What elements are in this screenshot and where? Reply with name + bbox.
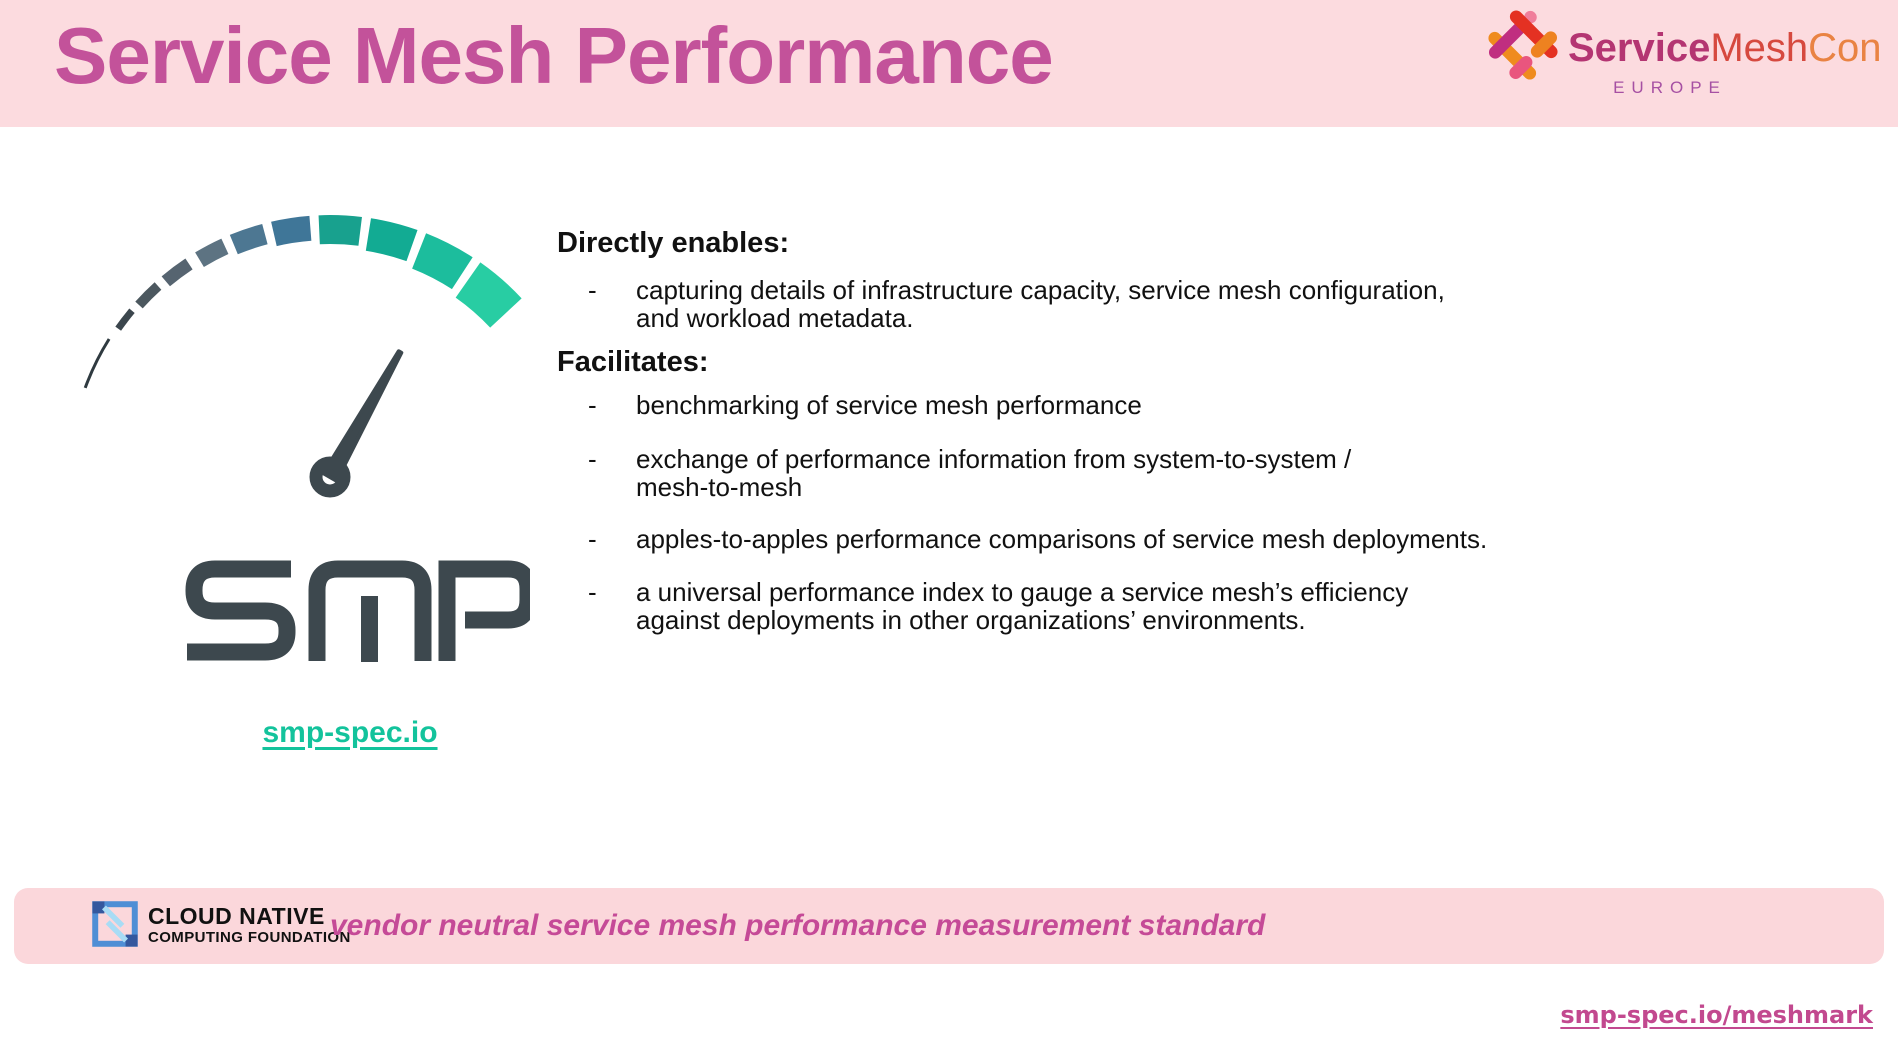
- bullet-line: and workload metadata.: [636, 303, 914, 333]
- cncf-line2: COMPUTING FOUNDATION: [148, 929, 351, 946]
- header-band: Service Mesh Performance ServiceMeshCon …: [0, 0, 1898, 127]
- bullet-item: - apples-to-apples performance compariso…: [557, 525, 1877, 553]
- speedometer-gauge-icon: [83, 215, 522, 498]
- gauge-hub: [309, 456, 351, 498]
- bullet-line: mesh-to-mesh: [636, 472, 803, 502]
- gauge-needle: [321, 349, 404, 483]
- bullet-line: exchange of performance information from…: [636, 444, 1352, 474]
- brand-region-label: EUROPE: [1613, 78, 1727, 97]
- bullet-item: - a universal performance index to gauge…: [557, 578, 1877, 634]
- bullet-line: against deployments in other organizatio…: [636, 605, 1306, 635]
- cncf-logo-icon: [92, 901, 138, 947]
- bullet-item: - capturing details of infrastructure ca…: [557, 276, 1877, 332]
- cncf-wordmark: CLOUD NATIVE COMPUTING FOUNDATION: [148, 903, 351, 947]
- meshmark-link[interactable]: smp-spec.io/meshmark: [1560, 1001, 1873, 1029]
- bullet-item: - benchmarking of service mesh performan…: [557, 391, 1877, 419]
- servicemeshcon-logo-icon: [1488, 10, 1558, 80]
- brand-service: Service: [1568, 26, 1711, 70]
- bullet-line: a universal performance index to gauge a…: [636, 577, 1409, 607]
- smp-logo: [185, 560, 530, 662]
- bullet-marker: -: [588, 275, 597, 305]
- bullet-marker: -: [588, 524, 597, 554]
- section-heading: Facilitates:: [557, 346, 709, 378]
- brand-mesh: Mesh: [1710, 26, 1809, 70]
- bullet-marker: -: [588, 390, 597, 420]
- footer-banner: [14, 888, 1884, 964]
- bullet-line: apples-to-apples performance comparisons…: [636, 524, 1488, 554]
- content-column: Directly enables: - capturing details of…: [557, 226, 1877, 634]
- brand-con: Con: [1808, 26, 1882, 70]
- bullet-line: benchmarking of service mesh performance: [636, 390, 1142, 420]
- section-heading: Directly enables:: [557, 227, 790, 259]
- page-title: Service Mesh Performance: [54, 11, 1054, 100]
- smp-spec-link[interactable]: smp-spec.io: [262, 716, 438, 749]
- servicemeshcon-wordmark: ServiceMeshCon: [1568, 26, 1882, 71]
- bullet-marker: -: [588, 444, 597, 474]
- bullet-line: capturing details of infrastructure capa…: [636, 275, 1445, 305]
- cncf-line1: CLOUD NATIVE: [148, 903, 325, 929]
- footer-tagline: vendor neutral service mesh performance …: [330, 909, 1266, 942]
- bullet-item: - exchange of performance information fr…: [557, 445, 1877, 501]
- bullet-marker: -: [588, 577, 597, 607]
